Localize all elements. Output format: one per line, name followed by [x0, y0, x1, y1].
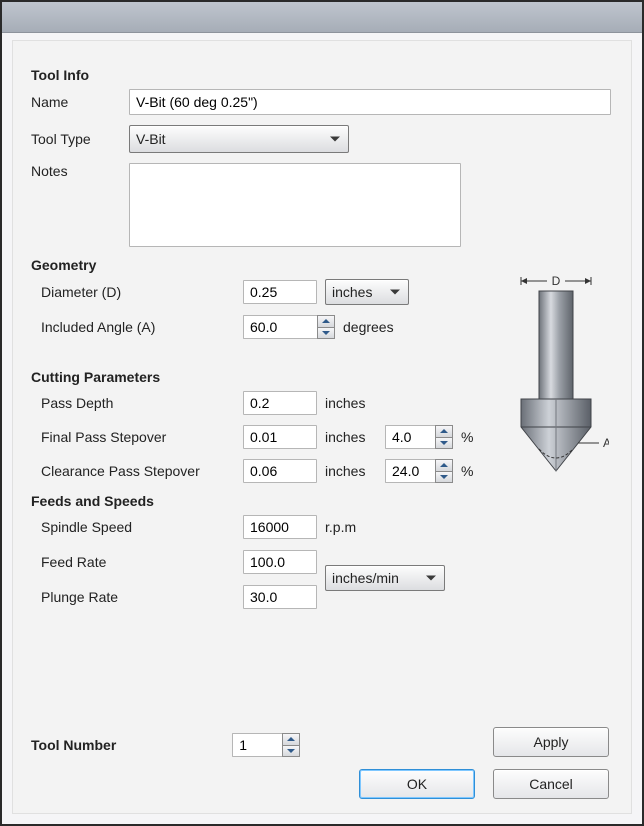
feed-units-value: inches/min — [332, 570, 399, 586]
final-pass-stepover-units: inches — [325, 429, 373, 445]
spinner-down-button[interactable] — [436, 437, 452, 449]
label-feed-rate: Feed Rate — [31, 554, 243, 570]
name-input[interactable] — [129, 89, 611, 115]
tool-type-select[interactable]: V-Bit — [129, 125, 349, 153]
cancel-label: Cancel — [529, 776, 573, 792]
window-titlebar[interactable] — [2, 2, 642, 33]
percent-symbol: % — [461, 429, 473, 445]
diameter-units-select[interactable]: inches — [325, 279, 409, 305]
clearance-pass-stepover-input[interactable] — [243, 459, 317, 483]
label-pass-depth: Pass Depth — [31, 395, 243, 411]
tool-diagram: D — [503, 275, 609, 495]
spinner-down-button[interactable] — [318, 327, 334, 339]
cancel-button[interactable]: Cancel — [493, 769, 609, 799]
label-plunge-rate: Plunge Rate — [31, 589, 243, 605]
pass-depth-input[interactable] — [243, 391, 317, 415]
dialog-panel: Tool Info Name Tool Type V-Bit Notes Geo… — [12, 40, 632, 814]
spindle-speed-input[interactable] — [243, 515, 317, 539]
spinner-up-button[interactable] — [436, 426, 452, 437]
label-notes: Notes — [31, 163, 129, 179]
diagram-a-label: A — [603, 436, 609, 450]
diagram-d-label: D — [552, 275, 561, 288]
window-frame: Tool Info Name Tool Type V-Bit Notes Geo… — [0, 0, 644, 826]
tool-number-input[interactable] — [232, 733, 282, 757]
pass-depth-units: inches — [325, 395, 365, 411]
chevron-down-icon — [426, 576, 436, 581]
heading-tool-number: Tool Number — [31, 737, 116, 753]
chevron-down-icon — [330, 137, 340, 142]
heading-feeds-and-speeds: Feeds and Speeds — [31, 493, 617, 509]
spinner-up-button[interactable] — [318, 316, 334, 327]
included-angle-spinner[interactable] — [243, 315, 335, 339]
chevron-down-icon — [390, 290, 400, 295]
heading-geometry: Geometry — [31, 257, 617, 273]
final-pass-stepover-input[interactable] — [243, 425, 317, 449]
spinner-down-button[interactable] — [283, 745, 299, 757]
heading-tool-info: Tool Info — [31, 67, 617, 83]
apply-button[interactable]: Apply — [493, 727, 609, 757]
notes-textarea[interactable] — [129, 163, 461, 247]
label-diameter: Diameter (D) — [31, 284, 243, 300]
clearance-pass-stepover-pct-spinner[interactable] — [385, 459, 453, 483]
tool-number-spinner[interactable] — [232, 733, 300, 757]
diameter-units-value: inches — [332, 284, 372, 300]
final-pass-stepover-pct-input[interactable] — [385, 425, 435, 449]
spinner-up-button[interactable] — [436, 460, 452, 471]
feed-units-select[interactable]: inches/min — [325, 565, 445, 591]
clearance-pass-stepover-units: inches — [325, 463, 373, 479]
apply-label: Apply — [533, 734, 568, 750]
label-clearance-pass-stepover: Clearance Pass Stepover — [31, 463, 243, 479]
spindle-speed-units: r.p.m — [325, 519, 356, 535]
final-pass-stepover-pct-spinner[interactable] — [385, 425, 453, 449]
tool-type-value: V-Bit — [136, 131, 166, 147]
label-final-pass-stepover: Final Pass Stepover — [31, 429, 243, 445]
percent-symbol: % — [461, 463, 473, 479]
label-included-angle: Included Angle (A) — [31, 319, 243, 335]
included-angle-units: degrees — [343, 319, 394, 335]
ok-button[interactable]: OK — [359, 769, 475, 799]
label-spindle-speed: Spindle Speed — [31, 519, 243, 535]
spinner-down-button[interactable] — [436, 471, 452, 483]
label-name: Name — [31, 94, 129, 110]
spinner-up-button[interactable] — [283, 734, 299, 745]
included-angle-input[interactable] — [243, 315, 317, 339]
ok-label: OK — [407, 776, 427, 792]
plunge-rate-input[interactable] — [243, 585, 317, 609]
label-tool-type: Tool Type — [31, 131, 129, 147]
clearance-pass-stepover-pct-input[interactable] — [385, 459, 435, 483]
diameter-input[interactable] — [243, 280, 317, 304]
feed-rate-input[interactable] — [243, 550, 317, 574]
